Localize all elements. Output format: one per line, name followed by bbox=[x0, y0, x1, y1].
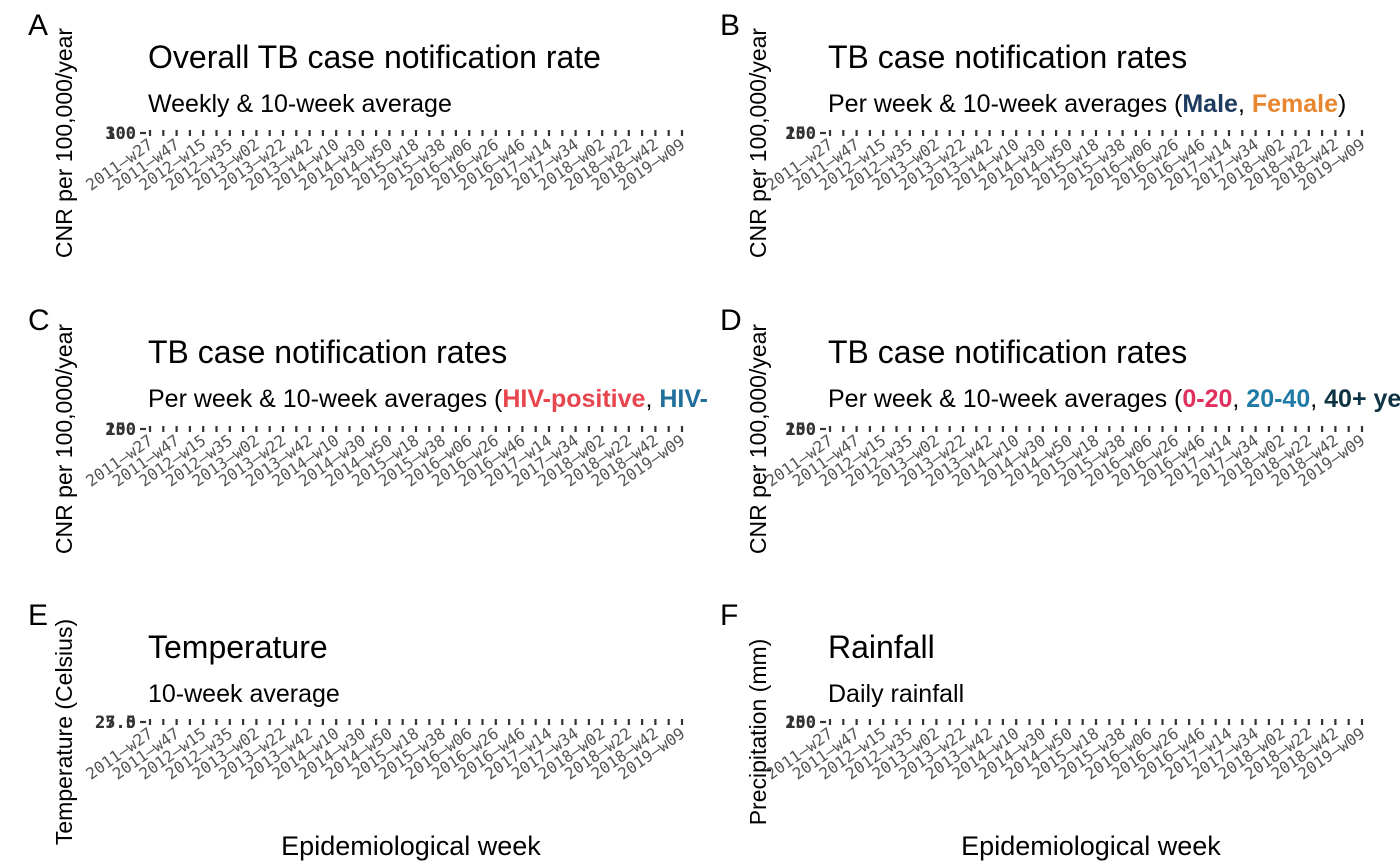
y-tick-label: 200 bbox=[785, 124, 816, 144]
subtitle-highlight: HIV-positive bbox=[502, 385, 645, 413]
panel-A: A Overall TB case notification rate Weekly… bbox=[28, 9, 688, 258]
subtitle-text: Per week & 10-week averages ( bbox=[828, 385, 1183, 413]
panel-subtitle: Per week & 10-week averages (HIV-positiv… bbox=[148, 385, 723, 413]
panel-subtitle: Per week & 10-week averages (Male, Femal… bbox=[828, 90, 1346, 118]
subtitle-highlight: Female bbox=[1252, 90, 1338, 118]
panel-D: D TB case notification rates Per week & 10… bbox=[720, 304, 1400, 554]
x-axis-label: Epidemiological week bbox=[961, 831, 1221, 861]
panel-title: TB case notification rates bbox=[828, 334, 1187, 370]
panel-C: C TB case notification rates Per week & 10… bbox=[28, 304, 723, 554]
y-tick-label: 200 bbox=[785, 420, 816, 440]
y-tick-label: 25.0 bbox=[95, 713, 136, 733]
subtitle-text: , bbox=[1310, 385, 1324, 413]
y-tick-label: 200 bbox=[785, 713, 816, 733]
subtitle-text: Per week & 10-week averages ( bbox=[828, 90, 1183, 118]
panel-letter: D bbox=[720, 304, 742, 337]
y-tick-label: 300 bbox=[105, 124, 136, 144]
panel-title: Overall TB case notification rate bbox=[148, 39, 601, 75]
panel-letter: E bbox=[28, 599, 48, 632]
subtitle-highlight: 40+ ye bbox=[1324, 385, 1400, 413]
y-axis-label: CNR per 100,000/year bbox=[51, 324, 77, 554]
panel-subtitle: Weekly & 10-week average bbox=[148, 90, 452, 118]
y-axis-label: CNR per 100,000/year bbox=[745, 28, 771, 258]
y-tick-label: 150 bbox=[785, 124, 816, 144]
panel-title: TB case notification rates bbox=[828, 39, 1187, 75]
panel-letter: B bbox=[720, 9, 740, 42]
subtitle-text: , bbox=[1232, 385, 1246, 413]
y-tick-label: 150 bbox=[105, 420, 136, 440]
y-tick-label: 150 bbox=[785, 713, 816, 733]
y-tick-label: 100 bbox=[105, 124, 136, 144]
y-tick-label: 27.5 bbox=[95, 713, 136, 733]
y-axis-label: CNR per 100,000/year bbox=[745, 324, 771, 554]
y-tick-label: 150 bbox=[785, 420, 816, 440]
subtitle-text: ) bbox=[1338, 90, 1346, 118]
y-axis-label: CNR per 100,000/year bbox=[51, 28, 77, 258]
panel-F: F Rainfall Daily rainfall Precipitation (mm… bbox=[720, 599, 1368, 861]
panel-title: TB case notification rates bbox=[148, 334, 507, 370]
panel-letter: C bbox=[28, 304, 50, 337]
panel-title: Rainfall bbox=[828, 629, 935, 665]
subtitle-highlight: Male bbox=[1182, 90, 1238, 118]
panel-subtitle: Daily rainfall bbox=[828, 680, 964, 708]
subtitle-highlight: HIV-n bbox=[659, 385, 723, 413]
subtitle-highlight: 0-20 bbox=[1182, 385, 1232, 413]
panel-title: Temperature bbox=[148, 629, 328, 665]
y-axis-label: Precipitation (mm) bbox=[745, 639, 771, 826]
y-axis-label: Temperature (Celsius) bbox=[51, 619, 77, 845]
panel-B: B TB case notification rates Per week & 10… bbox=[720, 9, 1368, 258]
subtitle-text: , bbox=[645, 385, 659, 413]
y-tick-label: 200 bbox=[105, 420, 136, 440]
subtitle-text: , bbox=[1238, 90, 1252, 118]
x-axis-label: Epidemiological week bbox=[281, 831, 541, 861]
panel-letter: A bbox=[28, 9, 48, 42]
panel-subtitle: 10-week average bbox=[148, 680, 340, 708]
panel-subtitle: Per week & 10-week averages (0-20, 20-40… bbox=[828, 385, 1400, 413]
panel-E: E Temperature 10-week average Temperature (… bbox=[28, 599, 688, 861]
subtitle-highlight: 20-40 bbox=[1246, 385, 1310, 413]
subtitle-text: Per week & 10-week averages ( bbox=[148, 385, 503, 413]
panel-letter: F bbox=[720, 599, 738, 632]
